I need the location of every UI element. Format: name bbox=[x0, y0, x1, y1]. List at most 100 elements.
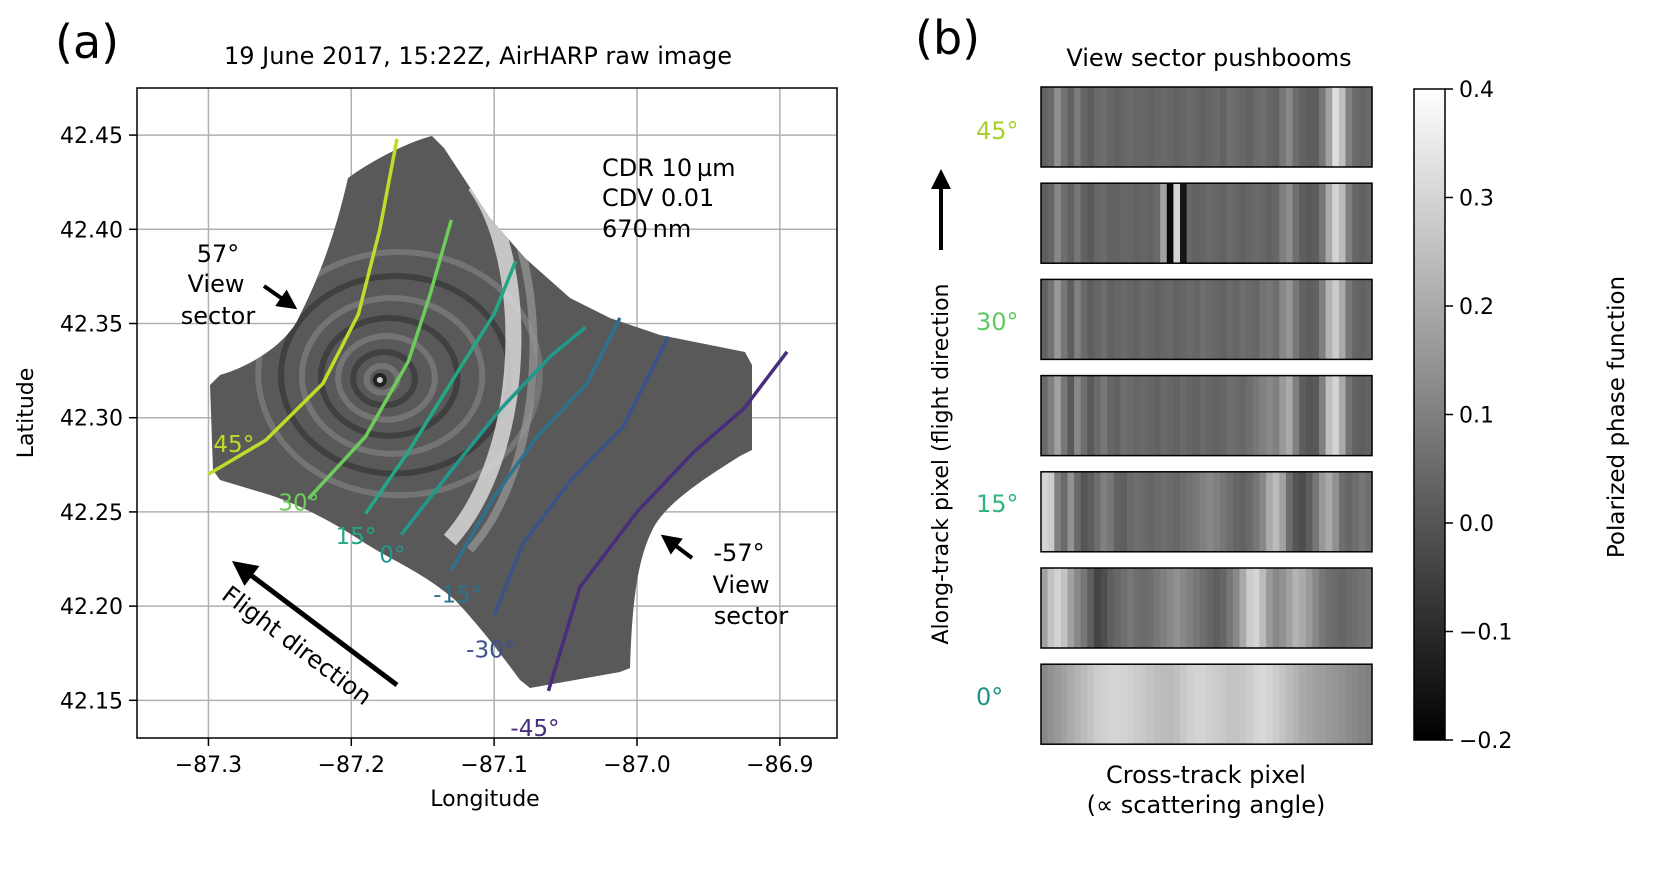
pushboom-cell bbox=[1041, 568, 1049, 648]
view-sector-pos-sector: sector bbox=[181, 302, 256, 330]
pushboom-cell bbox=[1140, 87, 1148, 167]
pushboom-cell bbox=[1285, 279, 1294, 360]
pushboom-row-label: 45° bbox=[976, 117, 1019, 145]
pushboom-cell bbox=[1199, 183, 1208, 264]
pushboom-cell bbox=[1259, 471, 1267, 552]
pushboom-cell bbox=[1345, 279, 1353, 360]
pushboom-cell bbox=[1259, 183, 1267, 264]
view-line--45° bbox=[546, 350, 789, 692]
cross-track-sublabel: (∝ scattering angle) bbox=[1087, 791, 1326, 819]
pushboom-cell bbox=[1173, 87, 1181, 167]
pushboom-cell bbox=[1166, 664, 1174, 745]
pushboom-cell bbox=[1120, 375, 1128, 456]
pushboom-cell bbox=[1266, 183, 1274, 264]
pushboom-cell bbox=[1325, 375, 1333, 456]
pushboom-cell bbox=[1180, 471, 1188, 552]
y-tick-label: 42.35 bbox=[60, 313, 123, 338]
pushboom-cell bbox=[1332, 664, 1340, 745]
pushboom-cell bbox=[1232, 279, 1241, 360]
pushboom-cell bbox=[1358, 664, 1366, 745]
ring bbox=[298, 295, 486, 457]
pushboom-cell bbox=[1127, 568, 1135, 648]
pushboom-cell bbox=[1239, 568, 1247, 648]
pushboom-cell bbox=[1325, 87, 1333, 167]
pushboom-cell bbox=[1299, 664, 1307, 745]
view-line-30° bbox=[307, 219, 453, 500]
pushboom-cell bbox=[1279, 87, 1287, 167]
panel-a-title: 19 June 2017, 15:22Z, AirHARP raw image bbox=[224, 42, 732, 70]
pushboom-cell bbox=[1199, 87, 1208, 167]
x-tick-label: −87.1 bbox=[460, 753, 527, 778]
pushboom-cell bbox=[1325, 471, 1333, 552]
pushboom-cell bbox=[1067, 279, 1075, 360]
pushboom-cell bbox=[1120, 87, 1128, 167]
pushboom-cell bbox=[1305, 568, 1314, 648]
pushboom-cell bbox=[1338, 87, 1347, 167]
pushboom-cell bbox=[1246, 664, 1254, 745]
pushboom-cell bbox=[1259, 375, 1267, 456]
pushboom-cell bbox=[1213, 664, 1221, 745]
pushboom-cell bbox=[1226, 87, 1234, 167]
cross-track-label: Cross-track pixel bbox=[1106, 761, 1306, 789]
pushboom-frame bbox=[1040, 86, 1373, 168]
pushboom-frame bbox=[1040, 663, 1373, 745]
pushboom-cell bbox=[1127, 471, 1135, 552]
pushboom-cell bbox=[1305, 664, 1314, 745]
view-angle-lines bbox=[207, 138, 789, 692]
pushboom-cell bbox=[1332, 87, 1340, 167]
pushboom-cell bbox=[1252, 664, 1261, 745]
pushboom-frame bbox=[1040, 471, 1373, 553]
pushboom-cell bbox=[1047, 375, 1055, 456]
pushboom-cell bbox=[1080, 471, 1088, 552]
pushboom-cell bbox=[1067, 664, 1075, 745]
pushboom-cell bbox=[1319, 471, 1327, 552]
pushboom-cell bbox=[1153, 375, 1161, 456]
pushboom-cell bbox=[1358, 471, 1366, 552]
pushboom-cell bbox=[1074, 279, 1082, 360]
pushboom-cell bbox=[1206, 568, 1214, 648]
ring bbox=[335, 333, 438, 423]
pushboom-cell bbox=[1186, 87, 1194, 167]
y-tick-label: 42.45 bbox=[60, 124, 123, 149]
pushboom-cell bbox=[1219, 471, 1227, 552]
param-cdv: CDV 0.01 bbox=[602, 184, 714, 212]
pushboom-cell bbox=[1272, 568, 1280, 648]
colorbar-tick-label: −0.1 bbox=[1459, 621, 1512, 646]
view-line--30° bbox=[492, 335, 670, 617]
pushboom-cell bbox=[1127, 279, 1135, 360]
pushboom-cell bbox=[1213, 375, 1221, 456]
pushboom-cell bbox=[1193, 664, 1201, 745]
pushboom-cell bbox=[1186, 568, 1194, 648]
pushboom-cell bbox=[1107, 375, 1115, 456]
pushboom-cell bbox=[1087, 568, 1095, 648]
pushboom-cell bbox=[1060, 471, 1069, 552]
panel-a-ticks: −87.3 −87.2 −87.1 −87.0 −86.9 42.15 42.20 42.25… bbox=[60, 124, 814, 778]
pushboom-cell bbox=[1272, 664, 1280, 745]
colorbar-tick-label: 0.3 bbox=[1459, 187, 1494, 212]
pushboom-cell bbox=[1285, 568, 1294, 648]
pushboom-cell bbox=[1153, 664, 1161, 745]
pushboom-cell bbox=[1074, 87, 1082, 167]
pushboom-cell bbox=[1054, 183, 1062, 264]
pushboom-cell bbox=[1180, 279, 1188, 360]
pushboom-frame bbox=[1040, 567, 1373, 649]
x-tick-label: −87.2 bbox=[318, 753, 385, 778]
pushboom-cell bbox=[1133, 375, 1141, 456]
pushboom-cell bbox=[1180, 568, 1188, 648]
pushboom-cell bbox=[1186, 471, 1194, 552]
pushboom-cell bbox=[1213, 568, 1221, 648]
pushboom-cell bbox=[1193, 471, 1201, 552]
pushboom-cell bbox=[1173, 471, 1181, 552]
pushboom-cell bbox=[1358, 183, 1366, 264]
pushboom-cell bbox=[1266, 375, 1274, 456]
pushboom-cell bbox=[1107, 664, 1115, 745]
pushboom-cell bbox=[1100, 664, 1108, 745]
pushboom-cell bbox=[1299, 471, 1307, 552]
pushboom-cell bbox=[1186, 664, 1194, 745]
pushboom-cell bbox=[1080, 375, 1088, 456]
pushboom-cell bbox=[1279, 183, 1287, 264]
pushboom-cell bbox=[1193, 183, 1201, 264]
view-angle-label: -30° bbox=[466, 638, 515, 664]
pushboom-cell bbox=[1358, 279, 1366, 360]
pushboom-cell bbox=[1292, 183, 1300, 264]
